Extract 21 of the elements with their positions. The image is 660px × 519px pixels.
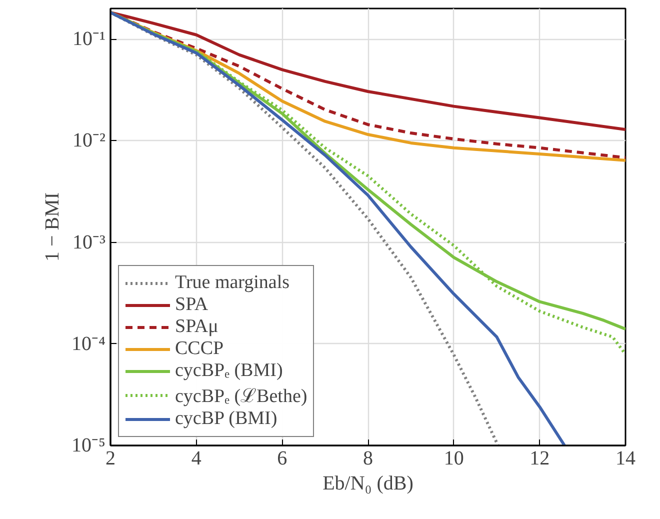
x-tick-label: 4 xyxy=(191,448,202,470)
x-tick-label: 2 xyxy=(106,448,116,470)
legend-label: cycBPₑ (BMI) xyxy=(175,360,283,382)
legend-label: True marginals xyxy=(175,272,290,294)
legend-label: SPAμ xyxy=(175,316,218,338)
y-tick-label: 10⁻¹ xyxy=(72,28,106,50)
y-tick-label: 10⁻⁵ xyxy=(72,434,106,456)
x-tick-label: 8 xyxy=(363,448,373,470)
x-axis-title: Eb/N₀ (dB) xyxy=(322,472,414,494)
legend-label: CCCP xyxy=(175,338,224,360)
x-tick-label: 10 xyxy=(444,448,464,470)
legend-label: cycBPₑ (ℒBethe) xyxy=(175,385,308,408)
x-tick-label: 12 xyxy=(530,448,550,470)
legend-label: SPA xyxy=(175,294,208,316)
legend-label: cycBP (BMI) xyxy=(175,408,278,430)
y-tick-label: 10⁻² xyxy=(72,130,106,152)
x-tick-label: 6 xyxy=(277,448,288,470)
x-tick-label: 14 xyxy=(616,448,636,470)
y-tick-label: 10⁻³ xyxy=(72,231,106,254)
y-tick-label: 10⁻⁴ xyxy=(72,332,106,355)
y-axis-title: 1 − BMI xyxy=(42,192,64,262)
